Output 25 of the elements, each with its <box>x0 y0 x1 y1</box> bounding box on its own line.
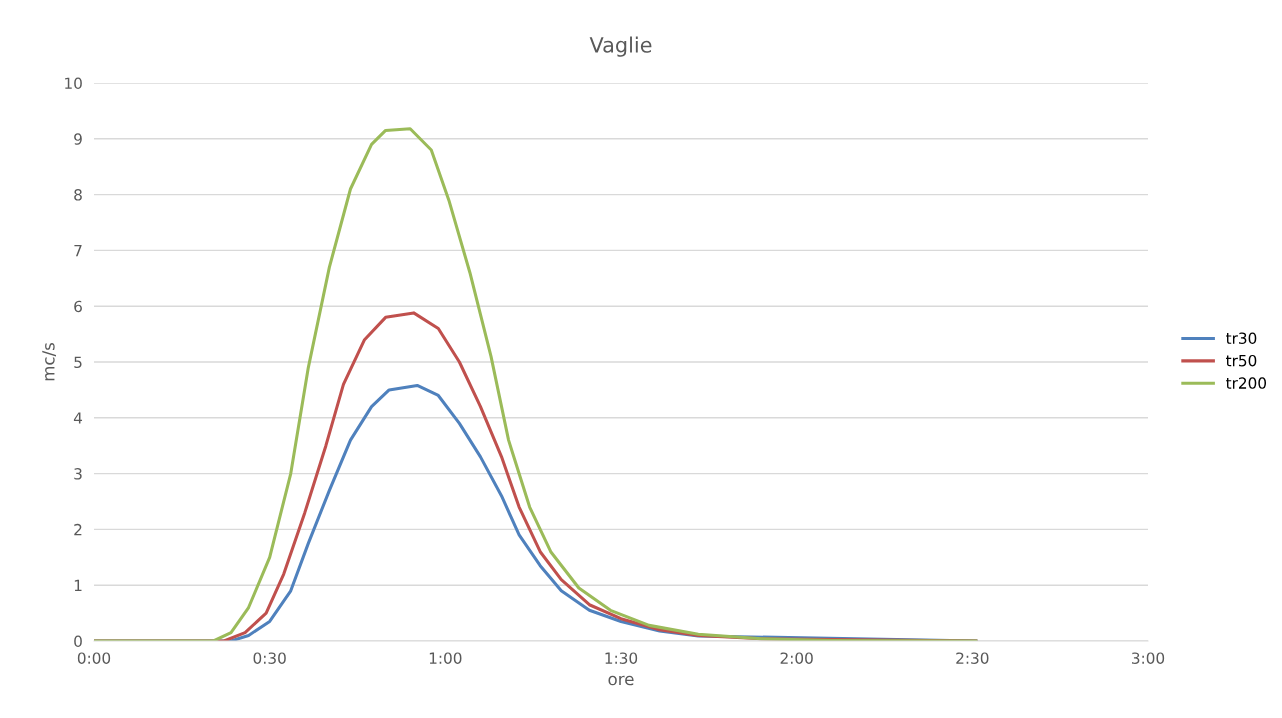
y-tick-label: 8 <box>74 189 82 201</box>
x-tick-label: 0:30 <box>253 652 286 664</box>
line-series <box>94 127 978 641</box>
y-tick-label: 2 <box>74 523 82 536</box>
legend-label: tr200 <box>1226 377 1267 389</box>
y-tick-label: 6 <box>74 300 82 313</box>
y-tick-label: 5 <box>74 356 82 369</box>
y-tick-label: 10 <box>65 77 82 90</box>
y-tick-label: 7 <box>74 245 82 257</box>
x-tick-label: 2:30 <box>956 652 989 664</box>
y-tick-label: 4 <box>73 412 83 424</box>
x-tick-label: 1:00 <box>429 652 462 664</box>
y-tick-label: 3 <box>74 468 82 480</box>
y-tick-label: 9 <box>74 133 82 145</box>
chart-title: Vaglie <box>589 36 652 57</box>
legend-label: tr50 <box>1226 354 1257 367</box>
y-axis-title: mc/s <box>42 342 56 381</box>
x-tick-label: 3:00 <box>1132 652 1165 664</box>
legend-label: tr30 <box>1226 332 1257 345</box>
x-tick-label: 1:30 <box>605 652 638 664</box>
x-tick-label: 2:00 <box>780 652 813 664</box>
x-tick-label: 0:00 <box>77 652 111 664</box>
x-axis-title: ore <box>608 675 634 686</box>
y-tick-label: 1 <box>74 579 82 591</box>
y-tick-label: 0 <box>74 635 82 648</box>
